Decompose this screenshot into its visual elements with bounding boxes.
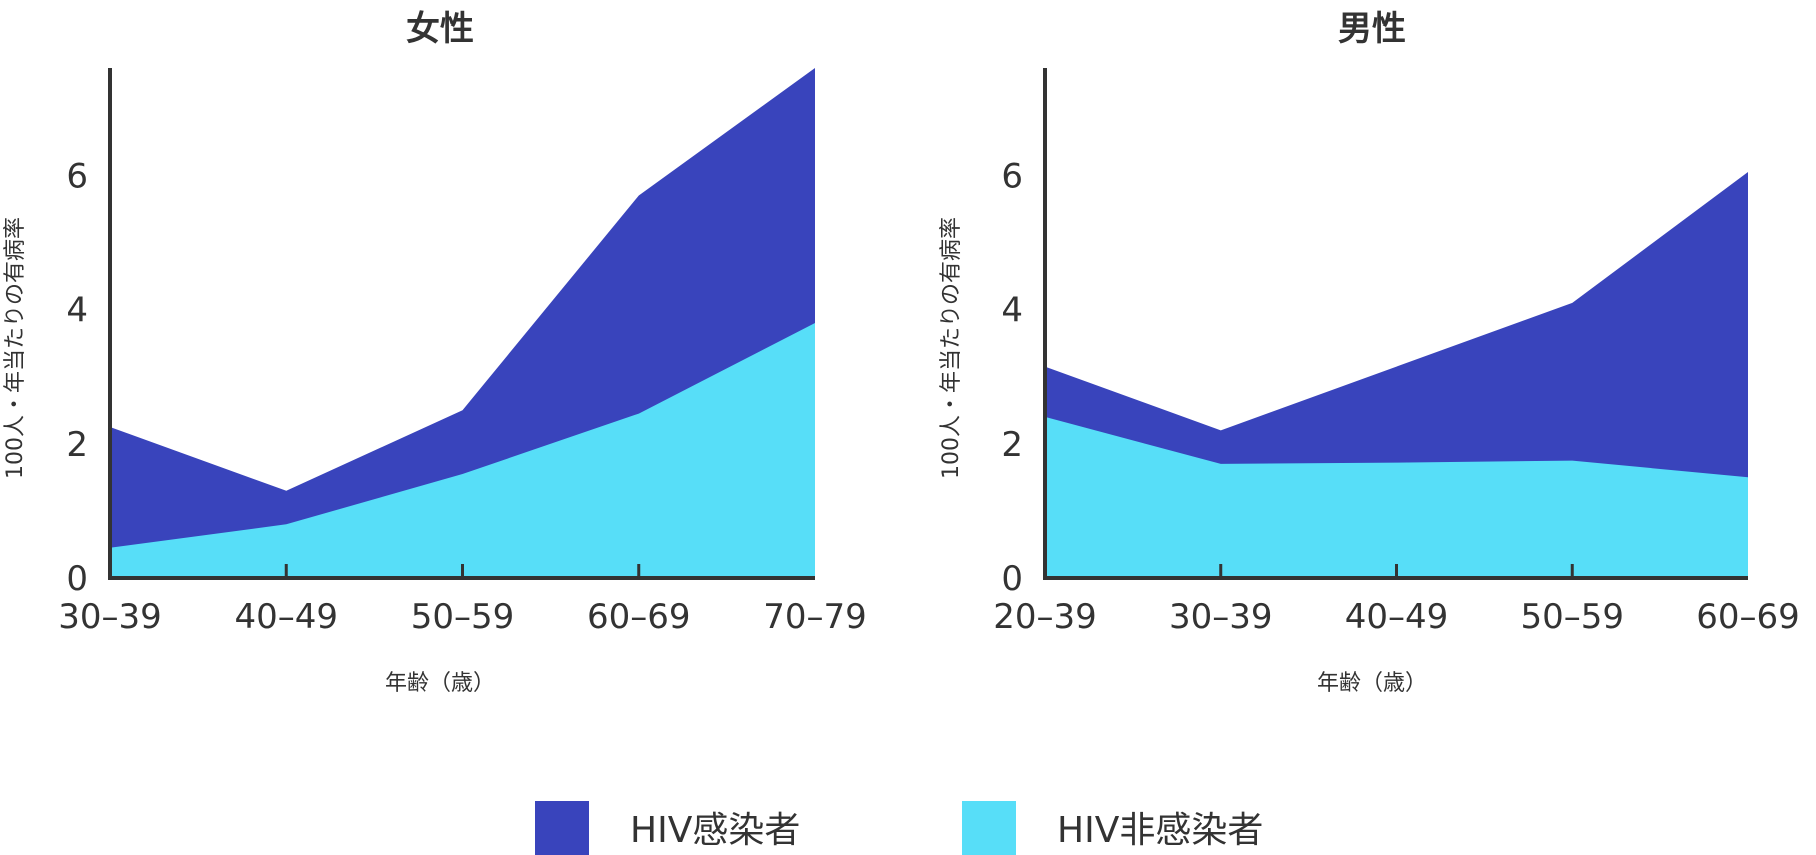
y-tick-label: 2: [66, 425, 88, 465]
x-tick-label: 70–79: [763, 597, 867, 637]
x-tick-label: 60–69: [587, 597, 691, 637]
legend-swatch: [962, 801, 1016, 855]
x-tick-label: 30–39: [58, 597, 162, 637]
y-tick-label: 2: [1001, 425, 1023, 465]
x-axis-title: 年齢（歳）: [385, 671, 495, 696]
x-tick-label: 40–49: [1345, 597, 1449, 637]
x-tick-label: 20–39: [993, 597, 1097, 637]
x-tick-label: 60–69: [1696, 597, 1800, 637]
chart-panel-male: 20–39 30–39 40–49 50–59 60–69 0 2 4 6 男性 100人・年当たり…: [939, 9, 1800, 696]
chart-title: 女性: [406, 9, 474, 49]
y-tick-label: 0: [66, 559, 88, 599]
y-tick-label: 4: [1001, 291, 1023, 331]
area-hiv-uninfected: [110, 323, 815, 578]
chart-panel-female: 30–39 40–49 50–59 60–69 70–79 0 2 4 6 女性 100人・年当たり…: [3, 9, 867, 696]
x-tick-label: 50–59: [1520, 597, 1624, 637]
y-axis-title: 100人・年当たりの有病率: [939, 217, 964, 479]
y-tick-label: 6: [66, 156, 88, 196]
legend: HIV感染者 HIV非感染者: [535, 801, 1263, 855]
y-axis-title: 100人・年当たりの有病率: [3, 217, 28, 479]
x-tick-label: 40–49: [234, 597, 338, 637]
y-tick-label: 4: [66, 291, 88, 331]
x-tick-label: 50–59: [411, 597, 515, 637]
x-tick-label: 30–39: [1169, 597, 1273, 637]
x-axis-title: 年齢（歳）: [1317, 671, 1427, 696]
area-hiv-uninfected: [1045, 416, 1748, 578]
y-tick-label: 6: [1001, 156, 1023, 196]
legend-swatch: [535, 801, 589, 855]
y-tick-label: 0: [1001, 559, 1023, 599]
legend-label: HIV非感染者: [1057, 810, 1263, 851]
legend-label: HIV感染者: [630, 810, 800, 851]
chart-title: 男性: [1338, 9, 1406, 49]
